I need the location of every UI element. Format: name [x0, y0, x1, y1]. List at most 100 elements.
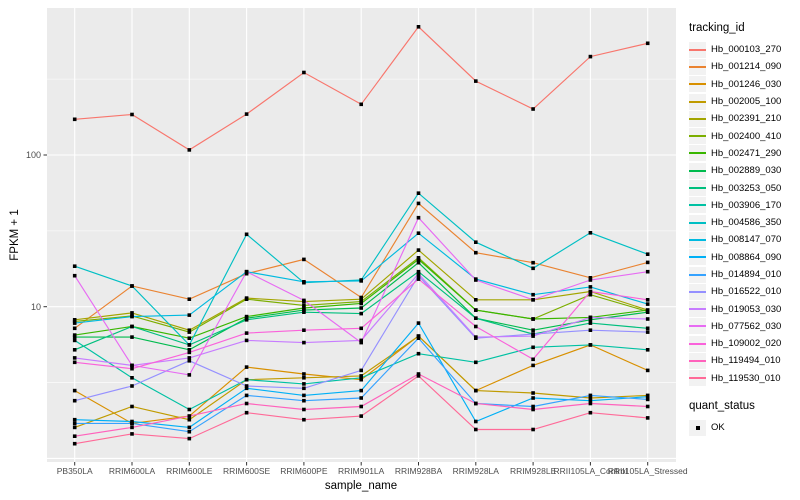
data-point	[72, 356, 77, 360]
data-point	[359, 326, 363, 331]
data-point	[130, 324, 134, 329]
data-point	[359, 279, 363, 283]
data-point	[531, 266, 535, 271]
x-tick-label: RRII105LA_Control	[553, 466, 628, 476]
black-square-marker-icon	[689, 419, 706, 436]
data-point	[416, 257, 421, 262]
data-point	[244, 318, 249, 322]
data-point	[588, 401, 593, 406]
legend-color-swatch-icon	[689, 58, 706, 75]
x-tick-label: RRIM901LA	[338, 466, 385, 476]
data-point	[72, 264, 77, 268]
data-point	[645, 298, 650, 302]
legend-item-Hb_014894_010: Hb_014894_010	[689, 266, 799, 283]
data-point	[359, 306, 363, 310]
data-point	[72, 338, 77, 343]
data-point	[588, 315, 593, 320]
data-point	[244, 269, 249, 274]
legend-color-swatch-icon	[689, 335, 706, 352]
legend-item-Hb_003906_170: Hb_003906_170	[689, 197, 799, 214]
legend-color-swatch-icon	[689, 301, 706, 318]
legend-item-Hb_019053_030: Hb_019053_030	[689, 300, 799, 318]
data-point	[244, 297, 249, 301]
data-point	[416, 372, 421, 376]
legend-item-label: Hb_119494_010	[711, 355, 781, 367]
legend-item-Hb_000103_270: Hb_000103_270	[689, 41, 799, 58]
data-point	[588, 289, 593, 294]
data-point	[588, 318, 593, 322]
data-point	[302, 382, 306, 386]
data-point	[416, 269, 421, 274]
data-point	[359, 374, 363, 378]
data-point	[302, 372, 306, 376]
data-point	[645, 348, 650, 352]
data-point	[531, 292, 535, 297]
data-point	[416, 277, 421, 281]
data-point	[645, 394, 650, 399]
legend-item-ok: OK	[689, 419, 799, 436]
data-point	[72, 441, 77, 446]
legend-item-label: Hb_001214_090	[711, 61, 782, 73]
legend-item-label: Hb_008147_070	[711, 234, 782, 246]
legend-item-label: Hb_003906_170	[711, 199, 782, 211]
data-point	[588, 343, 593, 347]
data-point	[416, 321, 421, 325]
data-point	[359, 340, 363, 345]
legend-item-label: Hb_002471_290	[711, 147, 782, 159]
data-point	[130, 419, 134, 424]
legend-item-Hb_001214_090: Hb_001214_090	[689, 58, 799, 75]
data-point	[187, 328, 192, 332]
data-point	[187, 407, 192, 412]
legend-color-swatch-icon	[689, 145, 706, 162]
data-point	[645, 269, 650, 274]
legend-item-label: Hb_002400_410	[711, 130, 782, 142]
data-point	[416, 336, 421, 340]
data-point	[588, 410, 593, 415]
legend-item-list: Hb_000103_270 Hb_001214_090 Hb_001246_030 H…	[689, 41, 799, 387]
legend-item-Hb_077562_030: Hb_077562_030	[689, 318, 799, 335]
data-point	[474, 298, 478, 302]
data-point	[531, 317, 535, 321]
data-point	[130, 432, 134, 436]
legend-item-label: Hb_019053_030	[711, 303, 782, 315]
legend-color-swatch-icon	[689, 128, 706, 145]
data-point	[359, 338, 363, 343]
data-point	[474, 278, 478, 282]
data-point	[359, 102, 363, 107]
legend-item-label: OK	[711, 422, 725, 434]
data-point	[588, 398, 593, 403]
data-point	[72, 321, 77, 325]
data-point	[416, 273, 421, 278]
data-point	[359, 396, 363, 400]
legend-color-swatch-icon	[689, 110, 706, 127]
data-point	[531, 404, 535, 409]
data-point	[130, 112, 134, 117]
data-point	[244, 338, 249, 343]
data-point	[645, 260, 650, 265]
data-point	[359, 376, 363, 380]
data-point	[359, 377, 363, 382]
data-point	[531, 107, 535, 111]
legend-item-label: Hb_002889_030	[711, 165, 782, 177]
legend-item-label: Hb_002005_100	[711, 96, 782, 108]
data-point	[645, 310, 650, 314]
data-point	[474, 240, 478, 244]
data-point	[416, 260, 421, 265]
data-point	[531, 260, 535, 265]
legend-item-label: Hb_119530_010	[711, 372, 781, 384]
data-point	[72, 117, 77, 122]
legend-item-label: Hb_008864_090	[711, 251, 782, 263]
legend-item-Hb_002400_410: Hb_002400_410	[689, 127, 799, 145]
data-point	[588, 396, 593, 400]
data-point	[531, 345, 535, 350]
data-point	[302, 386, 306, 391]
data-point	[302, 407, 306, 412]
legend-color-swatch-icon	[689, 249, 706, 266]
data-point	[72, 421, 77, 426]
data-point	[416, 271, 421, 276]
data-point	[130, 284, 134, 288]
data-point	[244, 384, 249, 388]
data-point	[474, 308, 478, 312]
data-point	[187, 436, 192, 441]
